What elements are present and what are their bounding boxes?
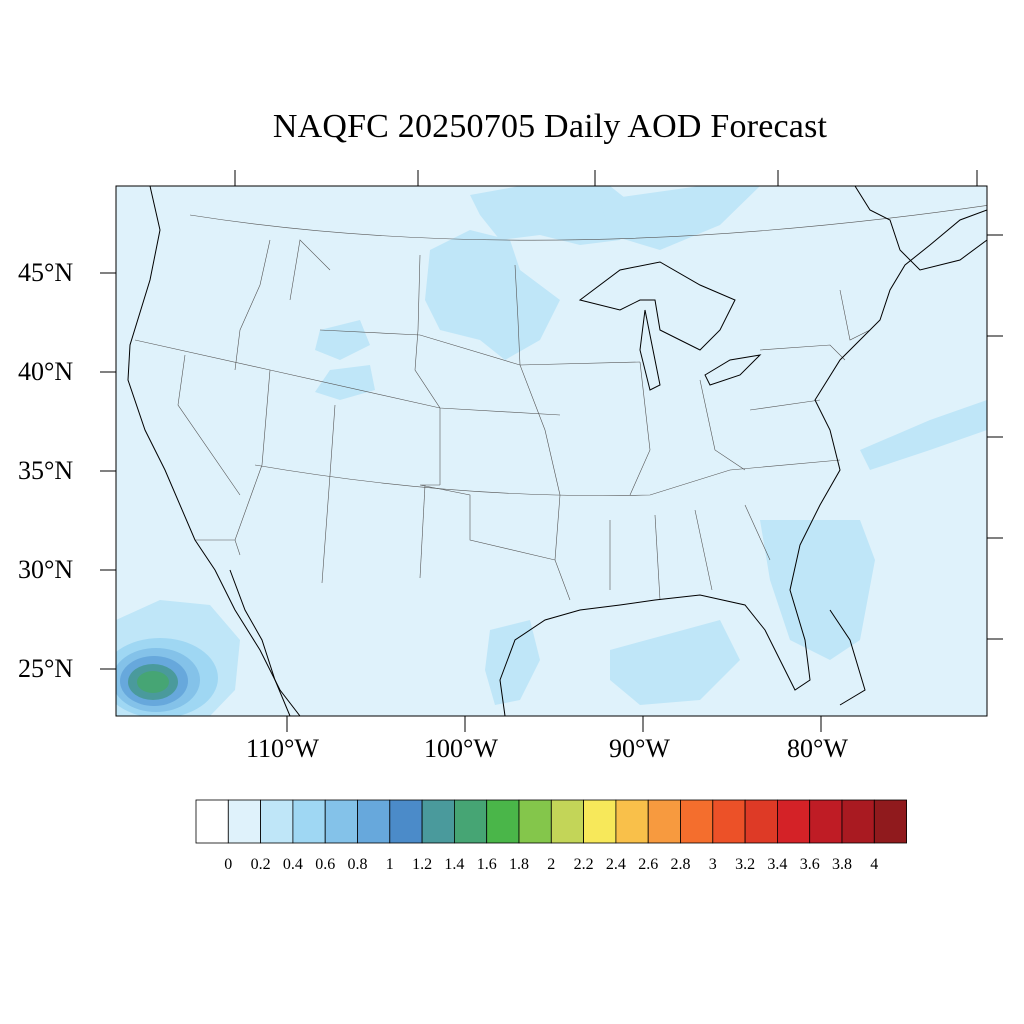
colorbar-bin: [744, 799, 778, 844]
colorbar-bin: [777, 799, 811, 844]
colorbar-tick-label: 3.8: [832, 856, 852, 873]
colorbar-tick-label: 4: [870, 856, 879, 873]
colorbar-bin: [712, 799, 746, 844]
colorbar-tick-label: 0.4: [282, 856, 303, 873]
coastlines: [127, 186, 987, 716]
colorbar-bin: [227, 799, 262, 844]
colorbar-tick-label: 1: [385, 856, 394, 873]
map-frame: [115, 185, 988, 717]
colorbar-tick-label: 1.6: [476, 856, 497, 873]
colorbar-tick-label: 0: [224, 856, 233, 873]
colorbar-tick-label: 2.6: [638, 856, 659, 873]
lon-label-90w: 90°W: [609, 734, 670, 763]
colorbar-tick-label: 3: [708, 856, 717, 873]
lon-label-100w: 100°W: [424, 734, 498, 763]
colorbar-bin: [195, 799, 229, 844]
colorbar-bin: [324, 799, 358, 844]
top-ticks: [234, 170, 978, 186]
colorbar-tick-label: 2.8: [670, 856, 691, 873]
right-ticks: [987, 234, 1003, 640]
colorbar-bin: [873, 799, 907, 844]
colorbar-bin: [357, 799, 391, 844]
state-boundaries: [134, 205, 987, 601]
colorbar-tick-label: 0.2: [250, 856, 271, 873]
lon-label-110w: 110°W: [246, 734, 319, 763]
aod-plume-baja: [116, 638, 218, 716]
lat-label-45: 45°N: [18, 258, 74, 287]
lon-label-80w: 80°W: [787, 734, 848, 763]
colorbar-bin: [518, 799, 552, 844]
colorbar-tick-label: 0.8: [347, 856, 368, 873]
colorbar-tick-label: 1.4: [444, 856, 465, 873]
aod-plumes-light: [116, 186, 987, 716]
colorbar-bin: [647, 799, 681, 844]
colorbar-bin: [583, 799, 617, 844]
lat-label-25: 25°N: [18, 654, 74, 683]
colorbar-bin: [615, 799, 649, 844]
colorbar-tick-label: 2.2: [573, 856, 594, 873]
colorbar-bin: [453, 799, 488, 844]
colorbar-tick-label: 1.2: [412, 856, 433, 873]
colorbar-bin: [680, 799, 714, 844]
colorbar-tick-label: 2.4: [605, 856, 626, 873]
colorbar-bin: [260, 799, 294, 844]
map-title: NAQFC 20250705 Daily AOD Forecast: [272, 108, 828, 145]
colorbar-tick-label: 1.8: [509, 856, 529, 873]
bottom-ticks: [286, 716, 822, 732]
colorbar-bin: [809, 799, 843, 844]
colorbar-bin: [389, 799, 423, 844]
colorbar-bin: [292, 799, 326, 844]
colorbar-tick-label: 3.6: [799, 856, 820, 873]
colorbar-bin: [841, 799, 875, 844]
lat-label-40: 40°N: [18, 357, 74, 386]
lat-label-30: 30°N: [18, 555, 74, 584]
colorbar-tick-label: 2: [547, 856, 556, 873]
colorbar-bin: [421, 799, 455, 844]
colorbar-tick-label: 3.2: [735, 856, 756, 873]
colorbar-tick-label: 3.4: [767, 856, 788, 873]
lat-label-35: 35°N: [18, 456, 74, 485]
colorbar-tick-label: 0.6: [315, 856, 336, 873]
colorbar-bin: [550, 799, 584, 844]
colorbar-bin: [486, 799, 520, 844]
left-ticks: [100, 272, 116, 670]
